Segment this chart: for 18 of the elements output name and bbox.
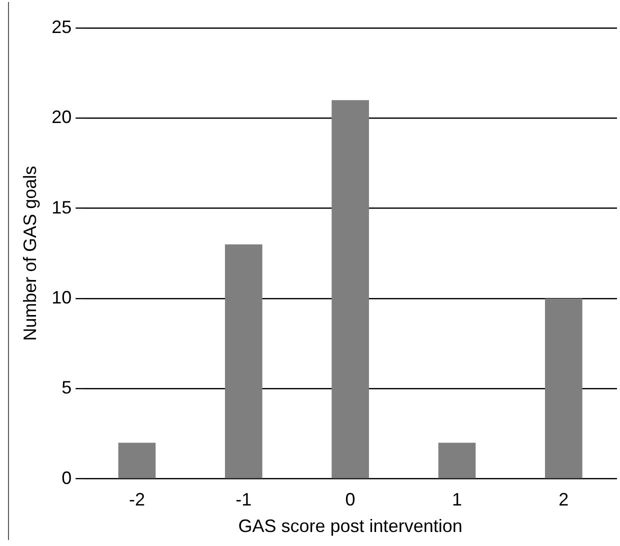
bar — [118, 442, 156, 478]
x-tick-label: -1 — [236, 490, 252, 510]
y-tick-label: 5 — [62, 378, 72, 398]
y-tick-label: 0 — [62, 468, 72, 488]
bar — [332, 100, 369, 478]
y-tick-label: 15 — [52, 197, 72, 218]
bar — [438, 442, 476, 478]
y-axis-title: Number of GAS goals — [20, 166, 40, 341]
y-tick-label: 25 — [52, 16, 72, 37]
y-tick-label: 20 — [52, 107, 72, 128]
x-axis-title: GAS score post intervention — [238, 516, 462, 536]
y-tick-label: 10 — [52, 287, 72, 308]
bar — [224, 244, 262, 478]
x-tick-label: -2 — [128, 490, 145, 510]
x-tick-label: 2 — [558, 490, 569, 510]
x-tick-label: 1 — [452, 490, 462, 510]
bar — [544, 298, 582, 478]
x-tick-label: 0 — [345, 490, 356, 510]
